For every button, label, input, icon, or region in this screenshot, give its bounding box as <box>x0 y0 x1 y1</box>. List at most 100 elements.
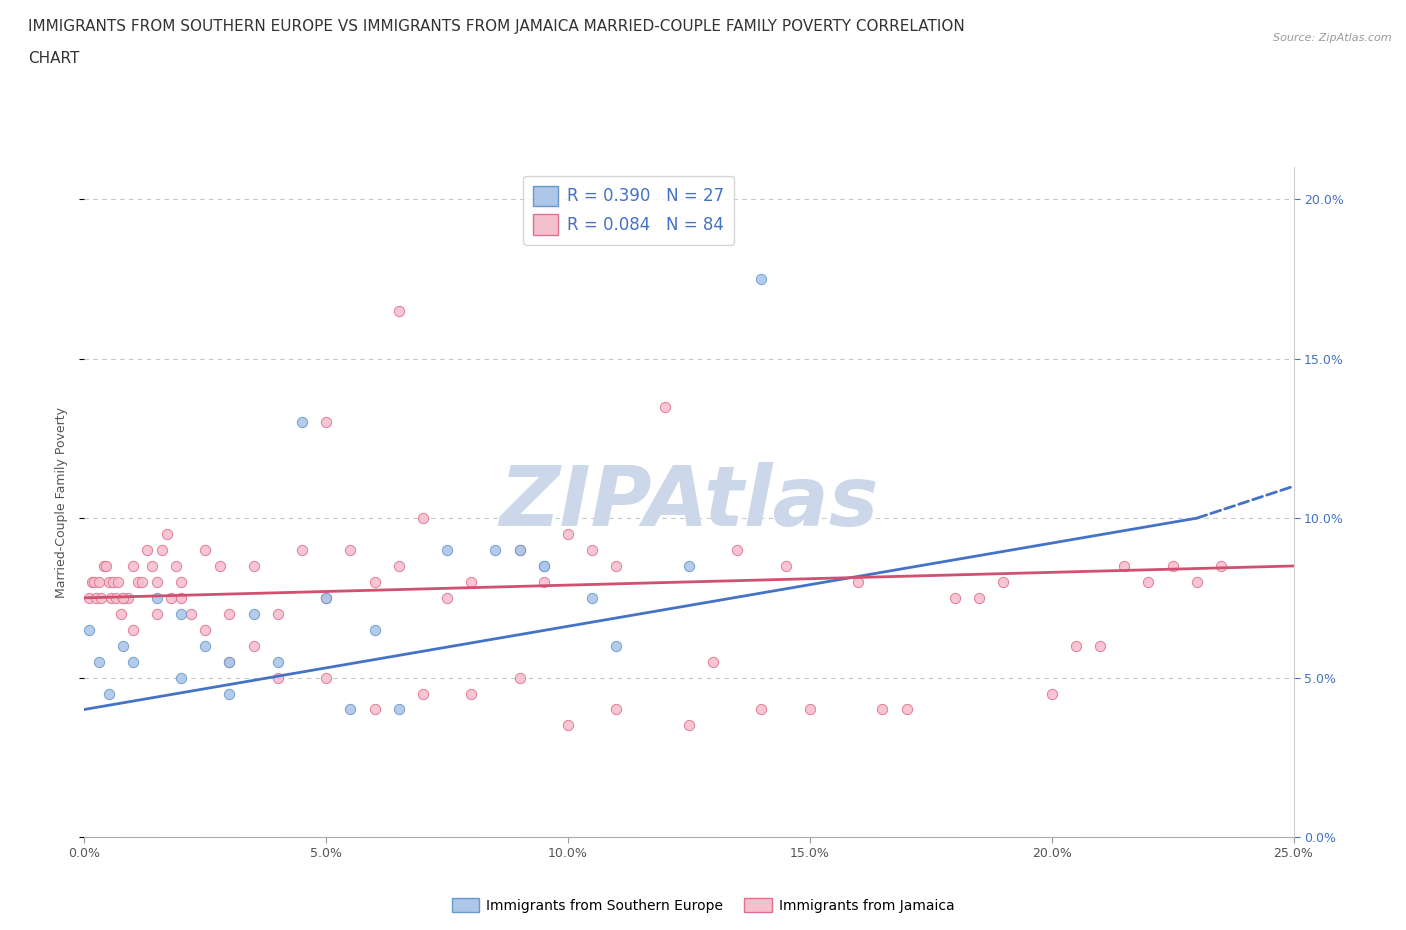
Point <box>141 559 163 574</box>
Point <box>751 272 773 286</box>
Point <box>97 686 120 701</box>
Point <box>605 638 627 653</box>
Point <box>93 559 115 574</box>
Point <box>170 591 193 605</box>
Point <box>131 575 153 590</box>
Point <box>218 686 240 701</box>
Point <box>315 671 337 685</box>
Point <box>87 654 110 669</box>
Point <box>86 591 108 605</box>
Point <box>509 671 531 685</box>
Point <box>412 511 434 525</box>
Point <box>533 559 555 574</box>
Point <box>94 559 117 574</box>
Point <box>436 591 458 605</box>
Point <box>533 575 555 590</box>
Point <box>846 575 869 590</box>
Point <box>363 702 385 717</box>
Point <box>87 575 110 590</box>
Point <box>1064 638 1087 653</box>
Point <box>388 702 411 717</box>
Point <box>218 654 240 669</box>
Point <box>1185 575 1208 590</box>
Point <box>581 542 603 557</box>
Point <box>80 575 103 590</box>
Point <box>315 591 337 605</box>
Point <box>775 559 797 574</box>
Text: ZIPAtlas: ZIPAtlas <box>499 461 879 543</box>
Point <box>97 575 120 590</box>
Point <box>943 591 966 605</box>
Point <box>218 654 240 669</box>
Point <box>103 575 125 590</box>
Point <box>751 702 773 717</box>
Point <box>315 591 337 605</box>
Point <box>160 591 183 605</box>
Point <box>267 671 290 685</box>
Point <box>896 702 918 717</box>
Point <box>967 591 990 605</box>
Point <box>799 702 821 717</box>
Point <box>136 542 159 557</box>
Point <box>291 415 314 430</box>
Point <box>242 559 264 574</box>
Point <box>100 591 122 605</box>
Point <box>339 702 361 717</box>
Point <box>678 559 700 574</box>
Point <box>121 559 143 574</box>
Point <box>412 686 434 701</box>
Point <box>83 575 105 590</box>
Point <box>315 415 337 430</box>
Point <box>242 638 264 653</box>
Legend: R = 0.390   N = 27, R = 0.084   N = 84: R = 0.390 N = 27, R = 0.084 N = 84 <box>523 176 734 245</box>
Point <box>242 606 264 621</box>
Point <box>678 718 700 733</box>
Point <box>1040 686 1063 701</box>
Point <box>460 575 482 590</box>
Legend: Immigrants from Southern Europe, Immigrants from Jamaica: Immigrants from Southern Europe, Immigra… <box>446 893 960 919</box>
Point <box>165 559 187 574</box>
Point <box>1137 575 1160 590</box>
Point <box>1209 559 1232 574</box>
Point <box>194 622 217 637</box>
Point <box>291 542 314 557</box>
Point <box>155 526 177 541</box>
Point <box>180 606 202 621</box>
Point <box>872 702 894 717</box>
Point <box>146 591 169 605</box>
Point <box>267 606 290 621</box>
Point <box>107 575 129 590</box>
Point <box>112 591 135 605</box>
Point <box>557 526 579 541</box>
Point <box>267 654 290 669</box>
Point <box>112 591 135 605</box>
Point <box>170 575 193 590</box>
Point <box>121 622 143 637</box>
Point <box>363 575 385 590</box>
Point <box>104 591 127 605</box>
Point <box>509 542 531 557</box>
Point <box>388 303 411 318</box>
Point <box>484 542 506 557</box>
Text: Source: ZipAtlas.com: Source: ZipAtlas.com <box>1274 33 1392 43</box>
Point <box>993 575 1015 590</box>
Y-axis label: Married-Couple Family Poverty: Married-Couple Family Poverty <box>55 406 67 598</box>
Point <box>117 591 139 605</box>
Point <box>150 542 173 557</box>
Point <box>460 686 482 701</box>
Point <box>1114 559 1136 574</box>
Point <box>170 606 193 621</box>
Point <box>112 638 135 653</box>
Point <box>146 575 169 590</box>
Point <box>533 559 555 574</box>
Point <box>605 559 627 574</box>
Point <box>388 559 411 574</box>
Point <box>605 702 627 717</box>
Point <box>436 542 458 557</box>
Text: IMMIGRANTS FROM SOUTHERN EUROPE VS IMMIGRANTS FROM JAMAICA MARRIED-COUPLE FAMILY: IMMIGRANTS FROM SOUTHERN EUROPE VS IMMIG… <box>28 19 965 33</box>
Point <box>218 606 240 621</box>
Point <box>110 606 132 621</box>
Point <box>339 542 361 557</box>
Point <box>90 591 112 605</box>
Point <box>1161 559 1184 574</box>
